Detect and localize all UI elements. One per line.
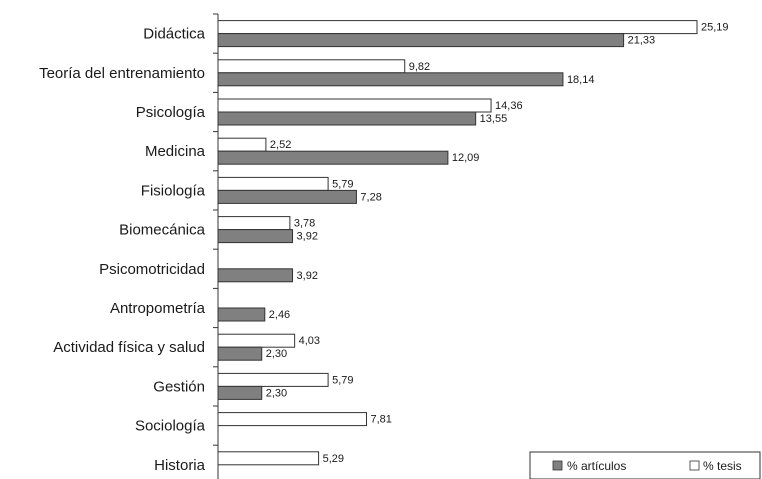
value-label-tesis-psicologia: 14,36 bbox=[495, 100, 523, 112]
bar-tesis-teoria-del-entrenamiento bbox=[217, 59, 406, 74]
value-label-articulos-medicina: 12,09 bbox=[452, 152, 480, 164]
bar-tesis-didactica bbox=[217, 20, 698, 35]
value-label-tesis-sociologia: 7,81 bbox=[371, 414, 392, 426]
category-label-antropometria: Antropometría bbox=[110, 300, 206, 317]
category-label-gestion: Gestión bbox=[153, 378, 205, 395]
value-label-articulos-fisiologia: 7,28 bbox=[360, 191, 381, 203]
bar-tesis-gestion bbox=[217, 372, 329, 387]
value-label-articulos-teoria-del-entrenamiento: 18,14 bbox=[567, 74, 595, 86]
value-label-tesis-medicina: 2,52 bbox=[270, 139, 291, 151]
bar-articulos-psicologia bbox=[217, 111, 477, 126]
category-label-historia: Historia bbox=[154, 457, 206, 474]
axis-layer bbox=[213, 13, 219, 479]
bar-tesis-psicologia bbox=[217, 98, 492, 113]
value-label-articulos-actividad-fisica-y-salud: 2,30 bbox=[266, 348, 287, 360]
legend-label-tesis: % tesis bbox=[703, 459, 742, 473]
bar-tesis-historia bbox=[217, 451, 320, 466]
category-label-psicologia: Psicología bbox=[136, 104, 206, 121]
value-label-tesis-gestion: 5,79 bbox=[332, 374, 353, 386]
legend-swatch-tesis bbox=[689, 460, 700, 471]
bar-articulos-antropometria bbox=[217, 307, 266, 322]
category-label-actividad-fisica-y-salud: Actividad física y salud bbox=[53, 339, 205, 356]
bar-articulos-actividad-fisica-y-salud bbox=[217, 346, 263, 361]
bar-articulos-teoria-del-entrenamiento bbox=[217, 72, 564, 87]
legend: % artículos % tesis bbox=[529, 451, 761, 479]
bar-tesis-fisiologia bbox=[217, 176, 329, 191]
value-label-articulos-psicologia: 13,55 bbox=[480, 113, 508, 125]
bar-articulos-gestion bbox=[217, 385, 263, 400]
value-label-tesis-actividad-fisica-y-salud: 4,03 bbox=[299, 335, 320, 347]
category-label-sociologia: Sociología bbox=[135, 418, 206, 435]
bar-articulos-biomecanica bbox=[217, 229, 294, 244]
value-label-articulos-gestion: 2,30 bbox=[266, 387, 287, 399]
category-label-fisiologia: Fisiología bbox=[141, 182, 206, 199]
value-label-tesis-fisiologia: 5,79 bbox=[332, 178, 353, 190]
legend-label-articulos: % artículos bbox=[567, 459, 626, 473]
category-label-psicomotricidad: Psicomotricidad bbox=[99, 261, 205, 278]
value-label-articulos-psicomotricidad: 3,92 bbox=[297, 270, 318, 282]
bar-tesis-sociologia bbox=[217, 412, 368, 427]
bar-articulos-medicina bbox=[217, 150, 449, 165]
bar-tesis-biomecanica bbox=[217, 216, 291, 231]
value-label-tesis-teoria-del-entrenamiento: 9,82 bbox=[409, 61, 430, 73]
legend-box bbox=[529, 451, 761, 479]
bar-articulos-didactica bbox=[217, 33, 625, 48]
category-label-teoria-del-entrenamiento: Teoría del entrenamiento bbox=[39, 65, 205, 82]
value-label-articulos-antropometria: 2,46 bbox=[269, 309, 290, 321]
value-label-articulos-didactica: 21,33 bbox=[628, 35, 656, 47]
category-label-medicina: Medicina bbox=[145, 143, 206, 160]
bar-tesis-actividad-fisica-y-salud bbox=[217, 333, 296, 348]
bars-layer bbox=[217, 20, 698, 466]
value-label-tesis-historia: 5,29 bbox=[323, 453, 344, 465]
bar-articulos-psicomotricidad bbox=[217, 268, 294, 283]
category-label-biomecanica: Biomecánica bbox=[119, 222, 206, 239]
value-label-tesis-didactica: 25,19 bbox=[701, 22, 729, 34]
bar-articulos-fisiologia bbox=[217, 189, 357, 204]
labels-layer: Didáctica 25,19 21,33 Teoría del entrenamie… bbox=[39, 22, 728, 474]
value-label-articulos-biomecanica: 3,92 bbox=[297, 231, 318, 243]
value-label-tesis-biomecanica: 3,78 bbox=[294, 218, 315, 230]
legend-swatch-articulos bbox=[552, 460, 563, 471]
category-label-didactica: Didáctica bbox=[143, 26, 205, 43]
bar-tesis-medicina bbox=[217, 137, 267, 152]
